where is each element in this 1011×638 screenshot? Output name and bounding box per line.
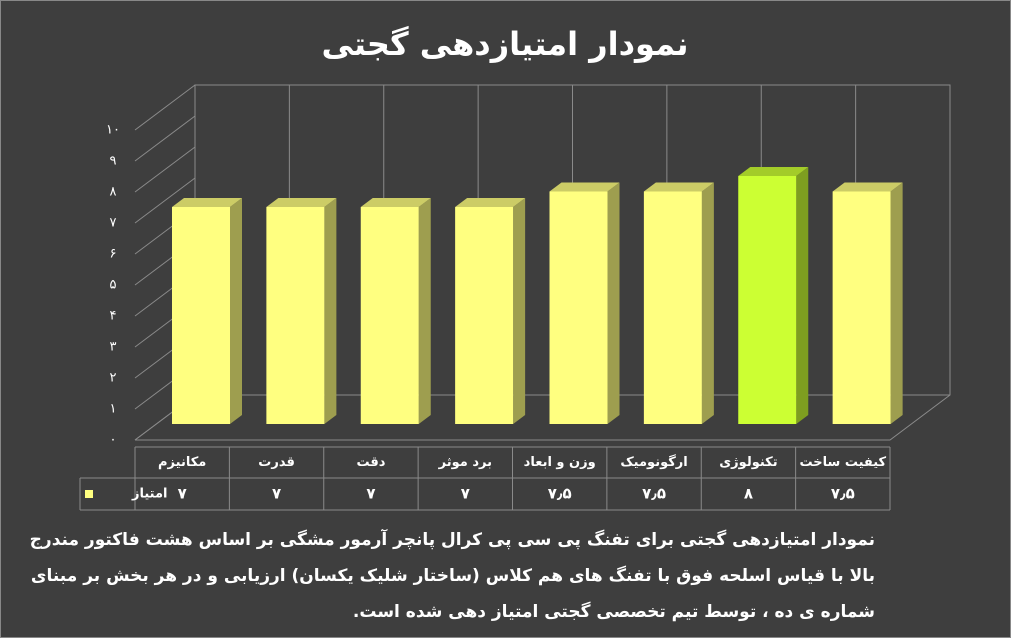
bar-side bbox=[796, 167, 809, 424]
category-label: برد موثر bbox=[438, 455, 492, 470]
bar bbox=[360, 207, 419, 424]
y-tick-label: ۸ bbox=[110, 185, 117, 200]
value-label: ۷ bbox=[366, 485, 375, 503]
bar-top bbox=[455, 198, 526, 207]
category-label: تکنولوژی bbox=[719, 455, 777, 470]
bar-top bbox=[643, 182, 714, 192]
bar-side bbox=[418, 198, 431, 424]
bar-side bbox=[513, 198, 526, 424]
category-label: قدرت bbox=[258, 455, 295, 470]
y-tick-label: ۱ bbox=[110, 402, 117, 417]
category-label: دقت bbox=[356, 455, 385, 470]
category-label: مکانیزم bbox=[158, 455, 206, 470]
bar bbox=[643, 191, 702, 424]
bar-side bbox=[701, 182, 714, 424]
value-label: ۷ bbox=[461, 485, 470, 503]
category-label: وزن و ابعاد bbox=[524, 455, 596, 470]
y-tick-label: ۴ bbox=[110, 309, 117, 324]
bar-top bbox=[266, 198, 337, 207]
bar-side bbox=[890, 182, 903, 424]
value-label: ۷٫۵ bbox=[642, 485, 666, 503]
bar bbox=[266, 207, 325, 424]
bar-top bbox=[172, 198, 242, 207]
caption-line: شماره ی ده ، توسط تیم تخصصی گجتی امتیاز … bbox=[353, 601, 875, 622]
y-tick-label: ۶ bbox=[110, 247, 117, 262]
value-label: ۷٫۵ bbox=[831, 485, 855, 503]
y-tick-label: ۰ bbox=[110, 433, 117, 448]
bar bbox=[455, 207, 514, 424]
chart-title: نمودار امتیازدهی گجتی bbox=[321, 25, 688, 63]
bar bbox=[738, 176, 797, 424]
bar bbox=[832, 191, 891, 424]
y-tick-label: ۳ bbox=[110, 340, 117, 355]
bar-top bbox=[738, 167, 809, 176]
value-label: ۸ bbox=[744, 485, 753, 503]
y-tick-label: ۹ bbox=[110, 154, 117, 169]
bar-top bbox=[360, 198, 431, 207]
legend-swatch bbox=[85, 490, 93, 498]
bar-side bbox=[324, 198, 337, 424]
value-label: ۷ bbox=[272, 485, 281, 503]
y-tick-label: ۵ bbox=[110, 278, 117, 293]
grid-line bbox=[134, 177, 196, 224]
bar-side bbox=[607, 182, 620, 424]
caption-line: نمودار امتیازدهی گجتی برای تفنگ پی سی پی… bbox=[30, 528, 875, 550]
caption-line: بالا با قیاس اسلحه فوق با تفنگ های هم کل… bbox=[31, 565, 875, 586]
bar bbox=[172, 207, 230, 424]
grid-line bbox=[134, 84, 196, 131]
legend-label: امتیاز bbox=[131, 487, 167, 502]
grid-line bbox=[134, 115, 196, 162]
value-label: ۷ bbox=[178, 485, 187, 503]
category-label: کیفیت ساخت bbox=[800, 455, 887, 470]
y-tick-label: ۱۰ bbox=[106, 123, 120, 138]
value-label: ۷٫۵ bbox=[548, 485, 572, 503]
bar bbox=[549, 191, 608, 424]
bar-top bbox=[832, 182, 903, 192]
y-tick-label: ۲ bbox=[110, 371, 117, 386]
category-label: ارگونومیک bbox=[620, 454, 687, 470]
y-tick-label: ۷ bbox=[110, 216, 117, 231]
bar-top bbox=[549, 182, 620, 192]
grid-line bbox=[134, 146, 196, 193]
bar-side bbox=[230, 198, 242, 424]
